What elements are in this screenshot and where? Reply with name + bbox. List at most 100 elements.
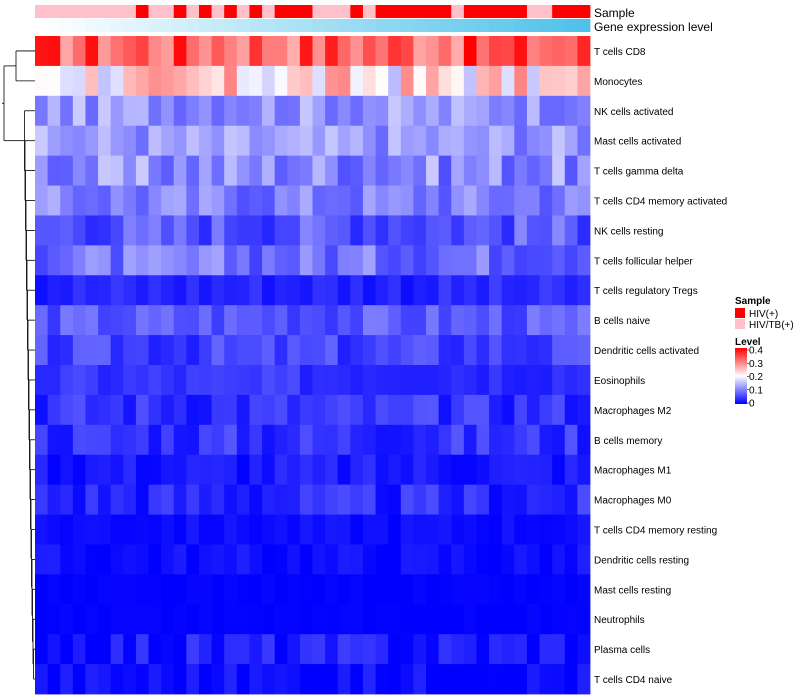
heatmap-cell (85, 365, 99, 396)
heatmap-cell (110, 65, 124, 97)
heatmap-cell (539, 484, 553, 515)
heatmap-cell (400, 394, 414, 426)
heatmap-cell (577, 604, 591, 635)
heatmap-cell (173, 185, 187, 216)
heatmap-cell (47, 664, 61, 695)
heatmap-cell (438, 65, 452, 97)
sample-annotation-cell (110, 5, 124, 18)
heatmap-cell (186, 544, 200, 575)
heatmap-cell (236, 634, 250, 665)
heatmap-cell (211, 155, 225, 186)
heatmap-cell (148, 424, 162, 456)
heatmap-cell (526, 245, 540, 276)
heatmap-cell (47, 65, 61, 97)
heatmap-cell (47, 484, 61, 515)
heatmap-cell (564, 454, 578, 486)
heatmap-cell (186, 394, 200, 426)
heatmap-cell (236, 454, 250, 486)
heatmap-cell (123, 634, 137, 665)
heatmap-cell (426, 335, 440, 366)
heatmap-cell (274, 95, 288, 127)
row-label: B cells naive (594, 316, 651, 327)
heatmap-cell (287, 544, 301, 575)
heatmap-cell (514, 544, 528, 575)
heatmap-cell (514, 394, 528, 426)
sample-annotation-cell (85, 5, 99, 18)
heatmap-cell (110, 604, 124, 635)
heatmap-cell (173, 65, 187, 97)
heatmap-cell (211, 245, 225, 276)
heatmap-cell (135, 604, 149, 635)
heatmap-cell (35, 125, 49, 157)
heatmap-cell (186, 484, 200, 515)
heatmap-cell (35, 335, 49, 366)
heatmap-cell (98, 544, 112, 575)
heatmap-cell (135, 155, 149, 186)
sample-annotation-cell (123, 5, 137, 18)
heatmap-cell (501, 155, 515, 186)
heatmap-cell (299, 36, 313, 67)
heatmap-cell (438, 604, 452, 635)
sample-annotation-cell (72, 5, 86, 18)
heatmap-cell (249, 305, 263, 336)
heatmap-cell (72, 185, 86, 216)
heatmap-cell (552, 514, 566, 545)
sample-annotation-cell (400, 5, 414, 18)
heatmap-cell (274, 365, 288, 396)
heatmap-cell (236, 215, 250, 246)
heatmap-cell (501, 484, 515, 515)
heatmap-cell (198, 604, 212, 635)
legend-label-hiv-tb: HIV/TB(+) (749, 320, 794, 331)
heatmap-cell (35, 275, 49, 306)
heatmap-cell (224, 454, 238, 486)
heatmap-cell (350, 155, 364, 186)
heatmap-cell (312, 394, 326, 426)
heatmap-cell (388, 155, 402, 186)
heatmap-cell (110, 365, 124, 396)
heatmap-cell (274, 36, 288, 67)
heatmap-cell (72, 335, 86, 366)
heatmap-cell (552, 65, 566, 97)
heatmap-cell (299, 305, 313, 336)
heatmap-cell (463, 544, 477, 575)
heatmap-cell (47, 215, 61, 246)
heatmap-cell (526, 335, 540, 366)
gene-expression-annotation-cell (35, 19, 49, 32)
gene-expression-annotation-cell (552, 19, 566, 32)
heatmap-cell (110, 664, 124, 695)
heatmap-cell (426, 245, 440, 276)
heatmap-cell (211, 544, 225, 575)
heatmap-cell (72, 215, 86, 246)
heatmap-cell (262, 604, 276, 635)
heatmap-cell (110, 574, 124, 605)
heatmap-cell (476, 484, 490, 515)
heatmap-cell (463, 95, 477, 127)
heatmap-cell (501, 514, 515, 545)
heatmap-cell (501, 275, 515, 306)
heatmap-cell (123, 484, 137, 515)
heatmap-cell (400, 634, 414, 665)
heatmap-cell (375, 155, 389, 186)
heatmap-cell (489, 155, 503, 186)
heatmap-cell (236, 245, 250, 276)
heatmap-cell (211, 454, 225, 486)
heatmap-cell (211, 394, 225, 426)
heatmap-cell (350, 604, 364, 635)
heatmap-cell (552, 604, 566, 635)
heatmap-cell (186, 424, 200, 456)
heatmap-cell (577, 36, 591, 67)
heatmap-cell (198, 335, 212, 366)
heatmap-cell (123, 574, 137, 605)
heatmap-cell (350, 424, 364, 456)
heatmap-cell (173, 484, 187, 515)
heatmap-cell (236, 514, 250, 545)
heatmap-cell (312, 544, 326, 575)
heatmap-cell (552, 544, 566, 575)
heatmap-cell (514, 604, 528, 635)
heatmap-cell (476, 36, 490, 67)
heatmap-cell (299, 185, 313, 216)
heatmap-cell (35, 514, 49, 545)
sample-annotation-cell (186, 5, 200, 18)
heatmap-cell (375, 36, 389, 67)
legend-tick-label: 0.2 (749, 372, 763, 383)
